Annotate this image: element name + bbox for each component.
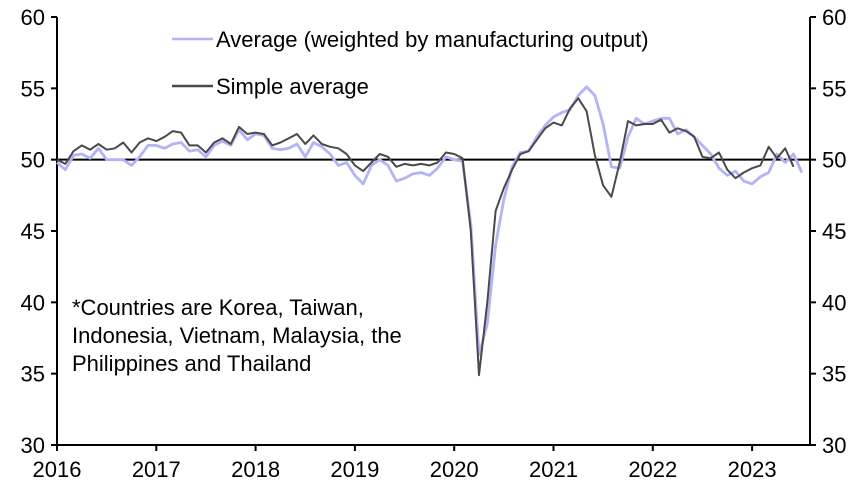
y-tick-label-left: 30: [21, 433, 45, 458]
axes: [51, 16, 816, 451]
y-tick-label-right: 35: [822, 362, 846, 387]
legend: Average (weighted by manufacturing outpu…: [172, 27, 649, 99]
y-tick-label-left: 50: [21, 148, 45, 173]
legend-label-weighted-average: Average (weighted by manufacturing outpu…: [216, 27, 649, 52]
annotation-line: Indonesia, Vietnam, Malaysia, the: [72, 323, 402, 348]
y-tick-label-right: 50: [822, 148, 846, 173]
series-line-weighted-average: [56, 85, 804, 357]
x-tick-label: 2019: [330, 457, 379, 482]
annotation-line: Philippines and Thailand: [72, 351, 312, 376]
x-tick-label: 2018: [231, 457, 280, 482]
x-axis-labels: 2016 2017 2018 2019 2020 2021 2022 2023: [33, 457, 777, 482]
y-tick-label-left: 60: [21, 5, 45, 30]
y-tick-label-left: 55: [21, 76, 45, 101]
x-tick-label: 2020: [430, 457, 479, 482]
x-tick-label: 2016: [33, 457, 82, 482]
y-tick-label-right: 30: [822, 433, 846, 458]
x-tick-label: 2021: [529, 457, 578, 482]
x-tick-label: 2022: [628, 457, 677, 482]
y-axis-left-labels: 30 35 40 45 50 55 60: [21, 5, 45, 458]
y-tick-label-left: 45: [21, 219, 45, 244]
y-tick-label-right: 55: [822, 76, 846, 101]
y-axis-right-labels: 30 35 40 45 50 55 60: [822, 5, 846, 458]
x-tick-label: 2023: [728, 457, 777, 482]
series-line-simple-average: [56, 97, 795, 377]
y-tick-label-left: 40: [21, 290, 45, 315]
y-tick-label-right: 60: [822, 5, 846, 30]
countries-annotation: *Countries are Korea, Taiwan, Indonesia,…: [72, 294, 472, 378]
x-tick-label: 2017: [132, 457, 181, 482]
legend-label-simple-average: Simple average: [216, 74, 369, 99]
annotation-line: *Countries are Korea, Taiwan,: [72, 295, 364, 320]
y-tick-label-left: 35: [21, 362, 45, 387]
series-layer: [56, 85, 804, 377]
y-tick-label-right: 40: [822, 290, 846, 315]
y-tick-label-right: 45: [822, 219, 846, 244]
